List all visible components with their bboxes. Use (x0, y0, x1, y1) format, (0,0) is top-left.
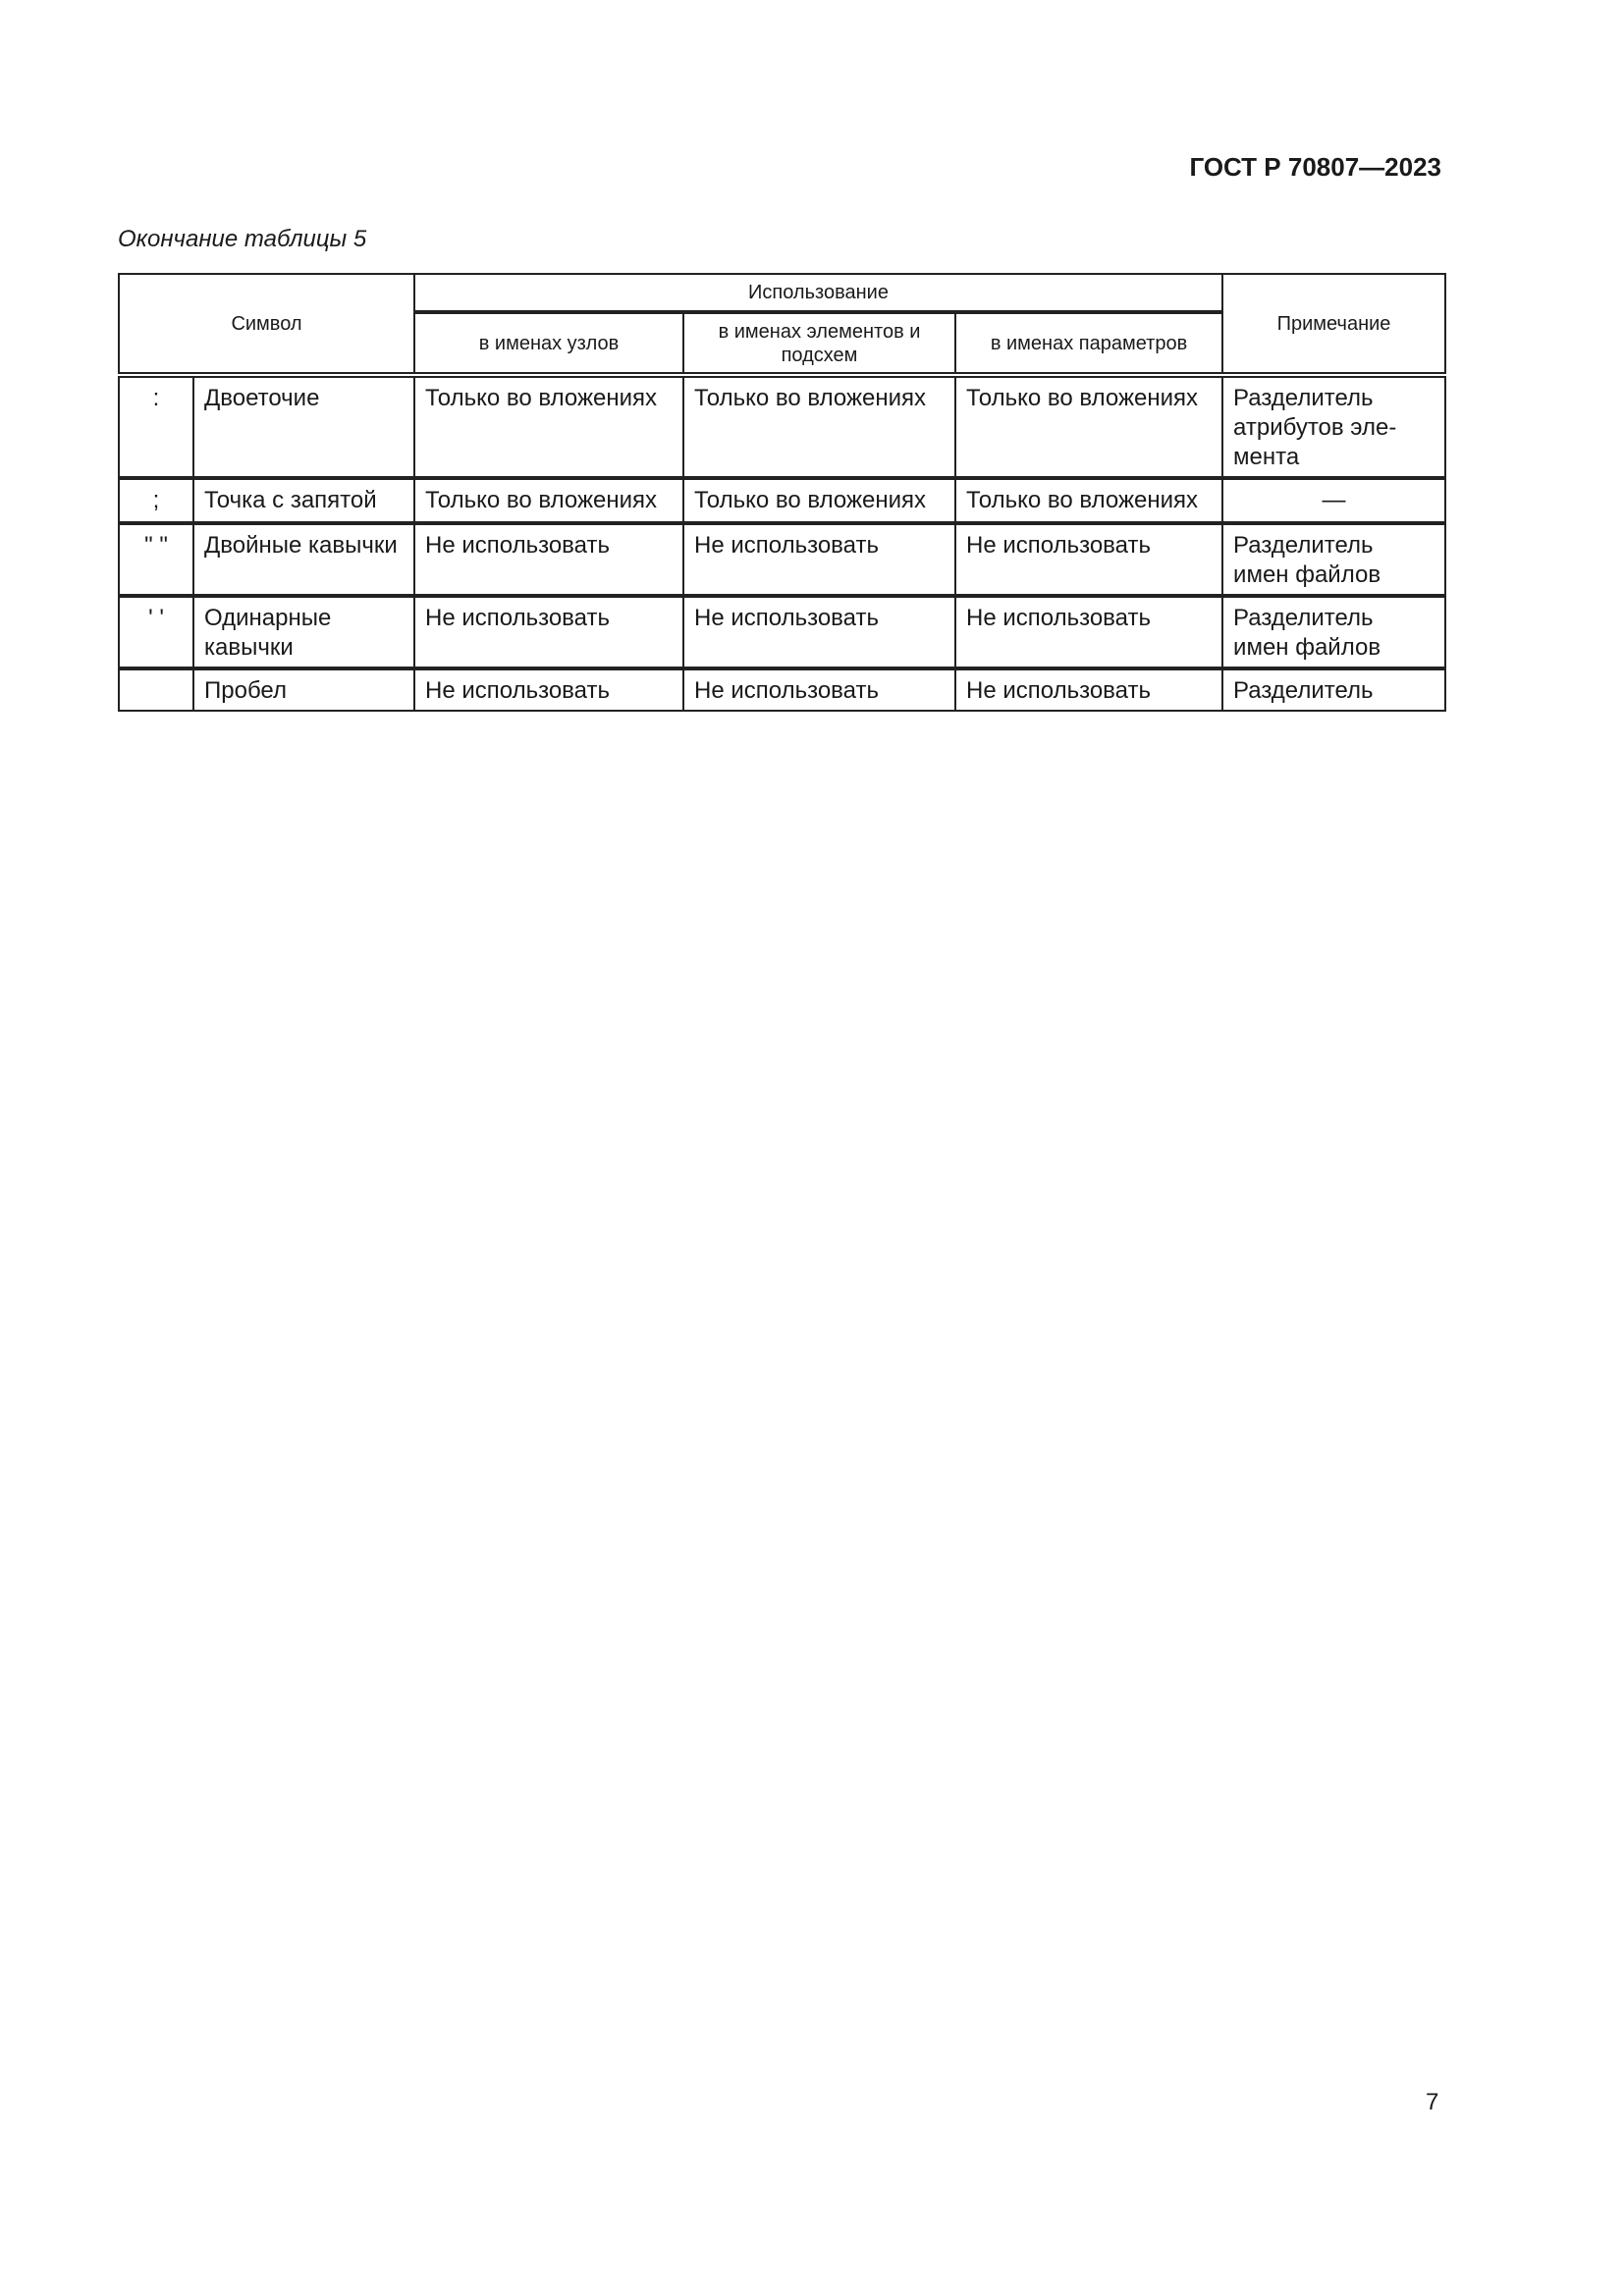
page-number: 7 (1426, 2089, 1439, 2115)
elements-cell: Не использовать (682, 667, 956, 712)
header-note: Примечание (1221, 273, 1447, 376)
nodes-cell: Только во вложениях (413, 477, 684, 524)
symbol-cell (118, 667, 194, 712)
nodes-cell: Не использовать (413, 522, 684, 597)
elements-cell: Не использовать (682, 595, 956, 669)
table-row: ' ' Одинарные кавычки Не использовать Не ис… (118, 595, 1447, 669)
header-symbol: Символ (118, 273, 415, 376)
symbol-cell: " " (118, 522, 194, 597)
note-cell: Разделитель имен файлов (1221, 595, 1447, 669)
table-row: ; Точка с запятой Только во вложениях Тольк… (118, 477, 1447, 524)
params-cell: Не использовать (953, 595, 1224, 669)
symbols-table: Символ Использование Примечание в именах… (118, 273, 1447, 712)
note-cell: Разделитель имен файлов (1221, 522, 1447, 597)
name-cell: Одинарные кавычки (192, 595, 415, 669)
name-cell: Двойные кавычки (192, 522, 415, 597)
symbol-cell: ; (118, 477, 194, 524)
symbol-cell: : (118, 374, 194, 479)
elements-cell: Не использовать (682, 522, 956, 597)
note-cell: Разделитель атрибутов эле-мента (1221, 374, 1447, 479)
params-cell: Не использовать (953, 667, 1224, 712)
table-row: : Двоеточие Только во вложениях Только во в… (118, 374, 1447, 479)
table-row: " " Двойные кавычки Не использовать Не испо… (118, 522, 1447, 597)
params-cell: Только во вложениях (953, 374, 1224, 479)
table-row: Пробел Не использовать Не использовать Не и… (118, 667, 1447, 712)
table-caption: Окончание таблицы 5 (118, 226, 367, 252)
header-params: в именах параметров (953, 310, 1224, 376)
nodes-cell: Не использовать (413, 667, 684, 712)
header-usage: Использование (412, 273, 1224, 313)
note-cell: — (1221, 477, 1447, 524)
header-elements: в именах элементов и подсхем (682, 310, 956, 376)
name-cell: Точка с запятой (192, 477, 415, 524)
nodes-cell: Только во вложениях (413, 374, 684, 479)
elements-cell: Только во вложениях (682, 374, 956, 479)
elements-cell: Только во вложениях (682, 477, 956, 524)
header-nodes: в именах узлов (413, 310, 684, 376)
nodes-cell: Не использовать (413, 595, 684, 669)
note-cell: Разделитель (1221, 667, 1447, 712)
name-cell: Пробел (192, 667, 415, 712)
symbol-cell: ' ' (118, 595, 194, 669)
params-cell: Не использовать (953, 522, 1224, 597)
params-cell: Только во вложениях (953, 477, 1224, 524)
document-code: ГОСТ Р 70807—2023 (1189, 152, 1441, 182)
name-cell: Двоеточие (192, 374, 415, 479)
